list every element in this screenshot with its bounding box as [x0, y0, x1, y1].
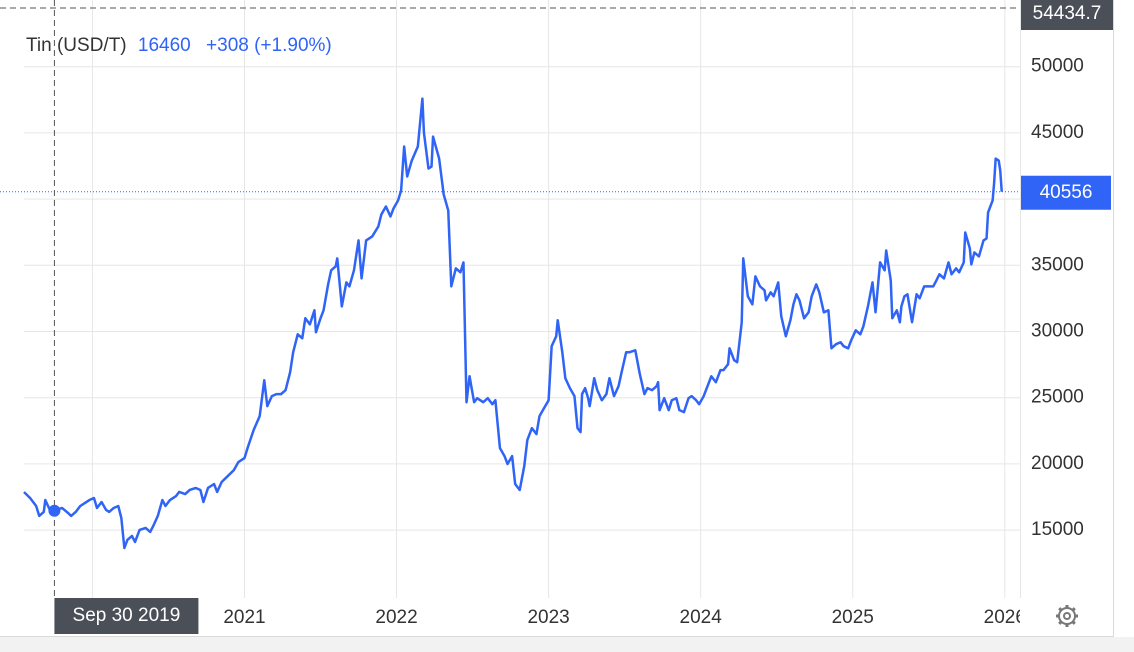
- last-price-tag: [1021, 175, 1111, 210]
- labels: 1500020000250003000035000400004500050000…: [54, 0, 1113, 634]
- y-tick-label: 30000: [1031, 321, 1084, 342]
- x-tick-label: 2025: [832, 607, 874, 628]
- x-tick-label: 2022: [375, 607, 417, 628]
- settings-icon[interactable]: [1056, 605, 1078, 627]
- crosshair-dot: [48, 504, 61, 517]
- plot: [0, 0, 1020, 598]
- crosshair-value-tag: [1021, 0, 1113, 30]
- y-tick-label: 15000: [1031, 519, 1084, 540]
- last-price-label: 40556: [1040, 182, 1093, 203]
- x-tick-label: 2024: [680, 607, 723, 628]
- x-tick-label: 2023: [527, 607, 569, 628]
- gear-hub: [1063, 612, 1071, 620]
- y-tick-label: 20000: [1031, 453, 1084, 474]
- instrument-name: Tin (USD/T): [26, 35, 127, 56]
- change: +308 (+1.90%): [206, 35, 332, 56]
- crosshair-value-label: 54434.7: [1033, 3, 1102, 24]
- gear-teeth: [1056, 605, 1078, 627]
- y-tick-label: 35000: [1031, 254, 1084, 275]
- price: 16460: [138, 35, 191, 56]
- x-tick-labels: 2020202120222023202420252026: [71, 607, 1026, 628]
- x-tick-label: 2026: [984, 607, 1026, 628]
- y-tick-label: 25000: [1031, 387, 1084, 408]
- crosshair-date-label: Sep 30 2019: [73, 605, 181, 626]
- y-tick-label: 50000: [1031, 56, 1084, 77]
- price-line: [23, 97, 1003, 550]
- footer-strip: [0, 637, 1134, 652]
- grid: [24, 0, 1021, 598]
- crosshair-date-tag: [54, 598, 199, 634]
- y-tick-label: 45000: [1031, 122, 1084, 143]
- gear-ring: [1058, 607, 1076, 625]
- x-tick-label: 2021: [223, 607, 265, 628]
- header: Tin (USD/T) 16460 +308 (+1.90%): [26, 35, 332, 56]
